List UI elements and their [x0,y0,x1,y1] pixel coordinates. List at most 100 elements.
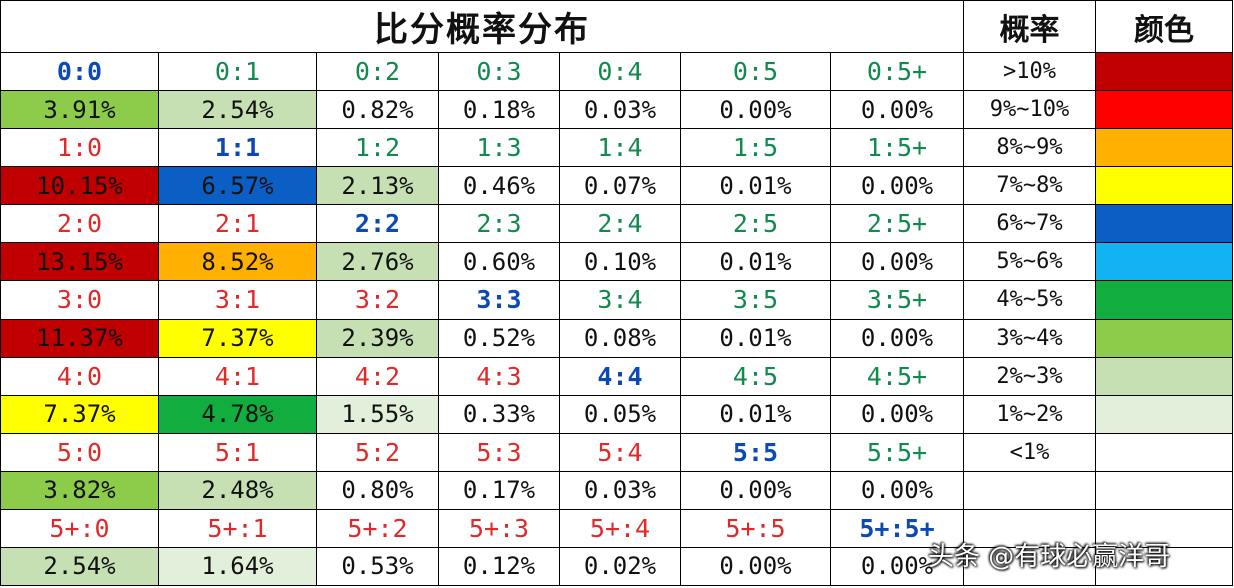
probability-cell: 11.37% [0,318,159,358]
score-cell: 5+:4 [559,508,681,548]
legend-swatch [1095,90,1233,130]
score-cell: 1:5 [680,128,831,168]
score-cell: 0:0 [0,52,159,92]
probability-cell: 2.13% [316,166,439,206]
legend-empty-cell [1095,546,1233,587]
legend-swatch [1095,432,1233,472]
score-row: 2:0 2:1 2:2 2:3 2:4 2:5 2:5+ 6%~7% [0,204,1233,244]
legend-range: 7%~8% [963,166,1096,206]
score-cell: 0:5+ [830,52,964,92]
score-cell: 5:3 [438,432,560,472]
legend-range: 8%~9% [963,128,1096,168]
probability-cell: 0.03% [559,470,681,510]
score-row: 4:0 4:1 4:2 4:3 4:4 4:5 4:5+ 2%~3% [0,356,1233,396]
score-cell: 2:1 [158,204,317,244]
legend-empty-cell [1095,470,1233,510]
probability-cell: 0.33% [438,394,560,434]
probability-cell: 0.82% [316,90,439,130]
probability-cell: 0.01% [680,394,831,434]
probability-row: 3.82% 2.48% 0.80% 0.17% 0.03% 0.00% 0.00% [0,470,1233,510]
probability-cell: 2.54% [158,90,317,130]
score-cell: 3:0 [0,280,159,320]
probability-cell: 4.78% [158,394,317,434]
score-cell: 5+:3 [438,508,560,548]
probability-cell: 0.10% [559,242,681,282]
legend-range: 2%~3% [963,356,1096,396]
probability-cell: 0.07% [559,166,681,206]
score-row: 1:0 1:1 1:2 1:3 1:4 1:5 1:5+ 8%~9% [0,128,1233,168]
probability-cell: 0.53% [316,546,439,587]
legend-swatch [1095,318,1233,358]
probability-cell: 0.00% [830,470,964,510]
probability-row: 3.91% 2.54% 0.82% 0.18% 0.03% 0.00% 0.00% 9%~10… [0,90,1233,130]
score-cell: 1:2 [316,128,439,168]
legend-empty-cell [1095,508,1233,548]
probability-cell: 0.01% [680,318,831,358]
probability-row: 10.15% 6.57% 2.13% 0.46% 0.07% 0.01% 0.00% 7%~8… [0,166,1233,206]
legend-swatch [1095,166,1233,206]
score-cell: 5:1 [158,432,317,472]
legend-range: 3%~4% [963,318,1096,358]
score-cell: 1:1 [158,128,317,168]
score-cell: 1:0 [0,128,159,168]
score-cell: 5:0 [0,432,159,472]
probability-cell: 0.02% [559,546,681,587]
legend-range: <1% [963,432,1096,472]
score-cell: 4:3 [438,356,560,396]
score-cell: 1:3 [438,128,560,168]
probability-cell: 1.55% [316,394,439,434]
score-cell: 5:5 [680,432,831,472]
score-cell: 2:4 [559,204,681,244]
probability-cell: 6.57% [158,166,317,206]
probability-cell: 13.15% [0,242,159,282]
probability-row: 13.15% 8.52% 2.76% 0.60% 0.10% 0.01% 0.00% 5%~6… [0,242,1233,282]
score-cell: 2:0 [0,204,159,244]
score-cell: 0:5 [680,52,831,92]
probability-row: 7.37% 4.78% 1.55% 0.33% 0.05% 0.01% 0.00% 1%~2% [0,394,1233,434]
probability-cell: 10.15% [0,166,159,206]
legend-range: 6%~7% [963,204,1096,244]
probability-cell: 0.52% [438,318,560,358]
legend-swatch [1095,242,1233,282]
watermark: 头条 @有球必赢洋哥 [928,542,1171,572]
legend-swatch [1095,394,1233,434]
score-cell: 4:1 [158,356,317,396]
legend-range: 5%~6% [963,242,1096,282]
probability-cell: 0.60% [438,242,560,282]
probability-cell: 0.00% [680,546,831,587]
score-row: 3:0 3:1 3:2 3:3 3:4 3:5 3:5+ 4%~5% [0,280,1233,320]
legend-swatch [1095,280,1233,320]
score-cell: 0:4 [559,52,681,92]
score-cell: 5:2 [316,432,439,472]
header-row: 比分概率分布 概率 颜色 [0,0,1233,54]
legend-range: 9%~10% [963,90,1096,130]
probability-cell: 0.00% [830,166,964,206]
score-cell: 3:3 [438,280,560,320]
score-cell: 3:1 [158,280,317,320]
probability-cell: 8.52% [158,242,317,282]
score-cell: 0:3 [438,52,560,92]
legend-range: >10% [963,52,1096,92]
probability-cell: 0.46% [438,166,560,206]
legend-empty-cell [963,470,1096,510]
legend-range: 1%~2% [963,394,1096,434]
score-cell: 5+:0 [0,508,159,548]
score-cell: 2:2 [316,204,439,244]
score-cell: 4:2 [316,356,439,396]
probability-cell: 0.00% [830,394,964,434]
score-cell: 1:4 [559,128,681,168]
probability-cell: 0.05% [559,394,681,434]
legend-swatch [1095,356,1233,396]
probability-cell: 2.54% [0,546,159,587]
probability-cell: 2.76% [316,242,439,282]
score-cell: 3:5+ [830,280,964,320]
legend-swatch [1095,128,1233,168]
score-cell: 0:2 [316,52,439,92]
probability-cell: 2.39% [316,318,439,358]
score-row: 0:0 0:1 0:2 0:3 0:4 0:5 0:5+ >10% [0,52,1233,92]
score-cell: 5:4 [559,432,681,472]
score-cell: 4:4 [559,356,681,396]
score-cell: 3:5 [680,280,831,320]
probability-cell: 3.82% [0,470,159,510]
probability-cell: 0.00% [680,90,831,130]
